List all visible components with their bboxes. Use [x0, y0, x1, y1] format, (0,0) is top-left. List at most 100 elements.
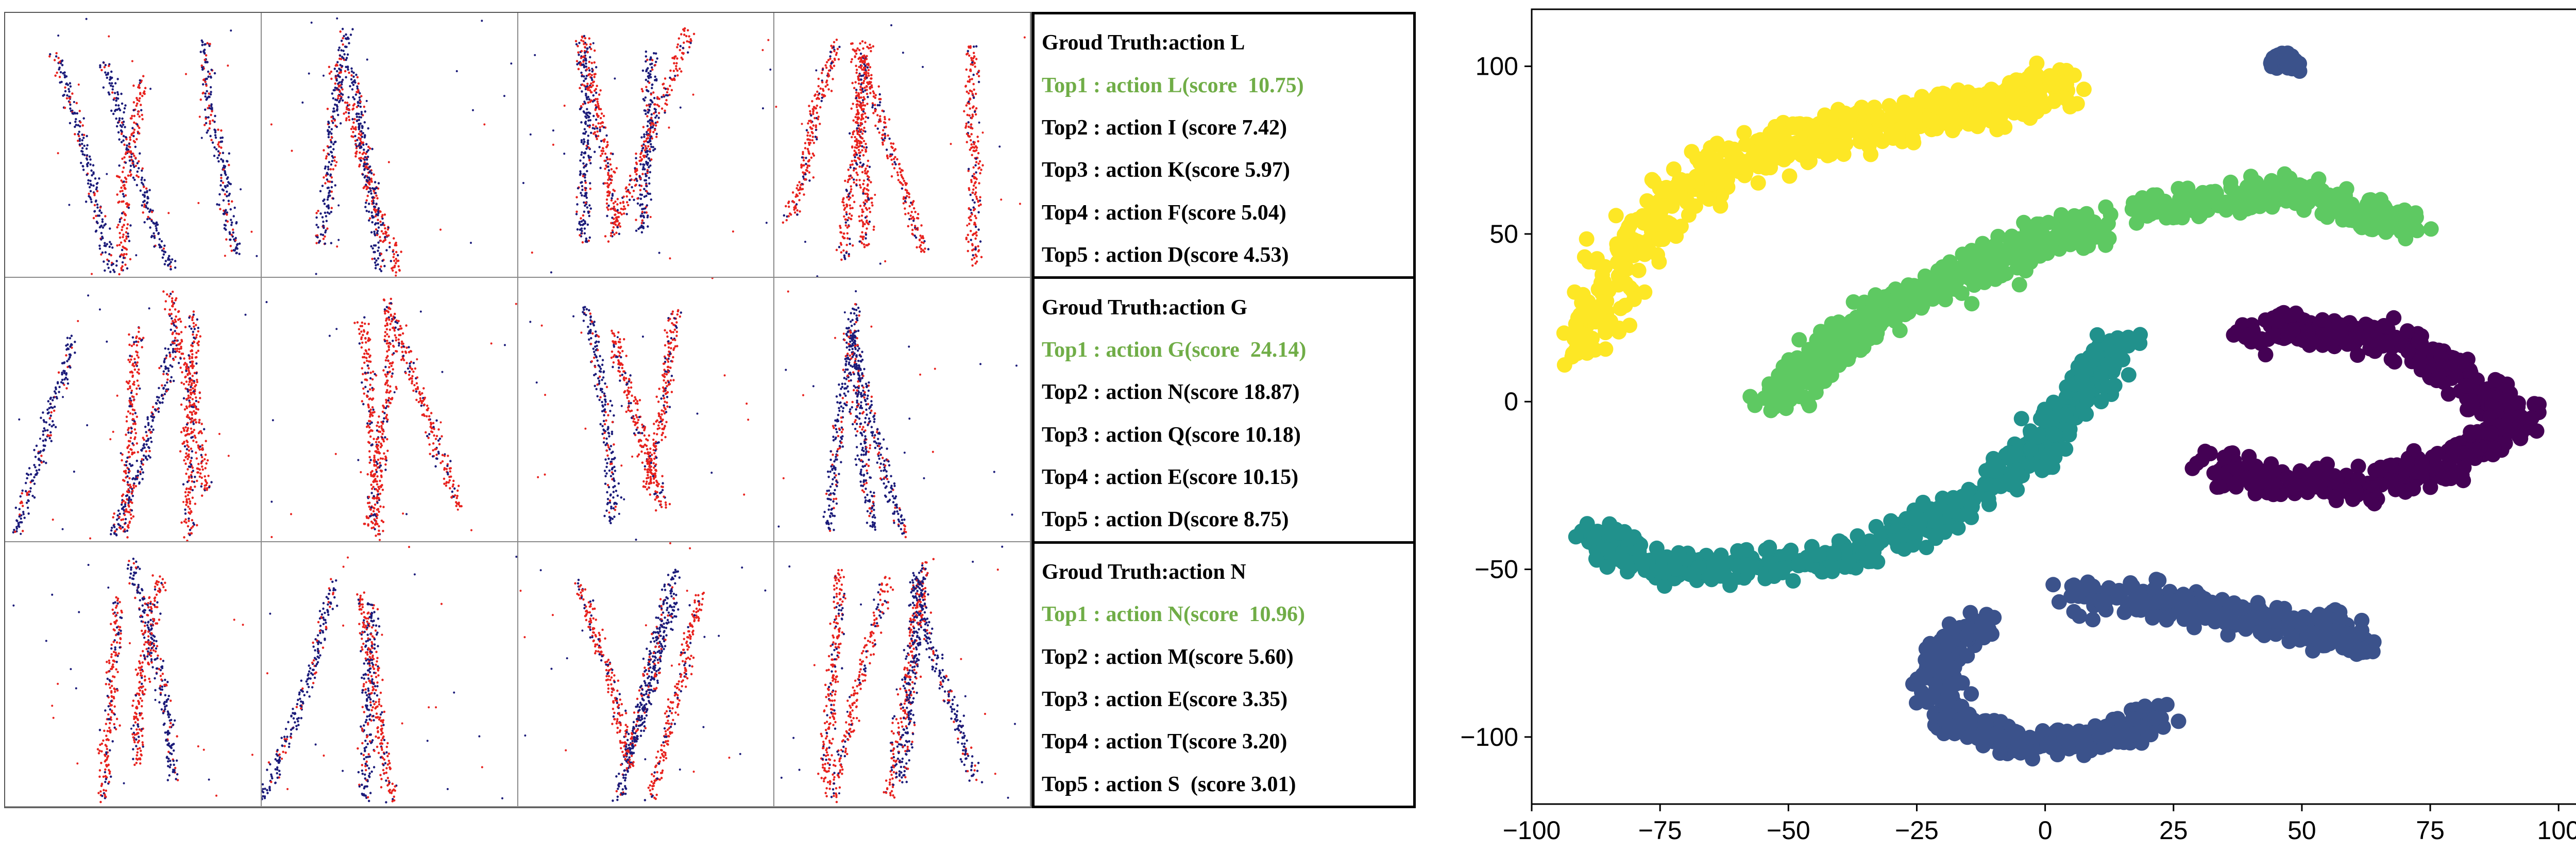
scatter-point	[2010, 738, 2026, 754]
scatter-point	[2246, 610, 2262, 626]
scatter-point	[1575, 336, 1591, 352]
scatter-point	[2022, 729, 2038, 745]
scatter-point	[2443, 468, 2458, 484]
scatter-point	[2453, 356, 2469, 372]
scatter-point	[1750, 175, 1766, 191]
event-frame	[774, 542, 1031, 807]
event-frame	[261, 277, 518, 543]
top4-label: Top4 : action E(score 10.15)	[1042, 465, 1299, 490]
scatter-point	[1579, 304, 1595, 320]
scatter-point	[1609, 236, 1625, 252]
scatter-point	[1917, 670, 1933, 686]
event-frame	[518, 542, 775, 807]
scatter-point	[2045, 577, 2061, 593]
scatter-point	[2511, 395, 2526, 411]
scatter-point	[1619, 223, 1635, 239]
scatter-point	[1921, 290, 1937, 305]
scatter-point	[1598, 341, 1614, 357]
scatter-point	[1687, 198, 1703, 214]
scatter-point	[2314, 312, 2330, 328]
scatter-point	[2350, 347, 2365, 363]
scatter-point	[2373, 202, 2389, 218]
scatter-point	[2033, 98, 2049, 114]
scatter-point	[1644, 172, 1660, 188]
scatter-point	[2422, 479, 2438, 495]
event-frame	[5, 13, 262, 278]
scatter-point	[1713, 553, 1729, 569]
y-tick-label: −100	[1460, 723, 1518, 751]
event-point-cloud	[12, 290, 247, 542]
scatter-point	[2441, 386, 2456, 402]
scatter-point	[2029, 55, 2045, 71]
prediction-box-1: Groud Truth:action L Top1 : action L(sco…	[1032, 12, 1416, 279]
scatter-point	[2340, 637, 2355, 653]
scatter-point	[1953, 110, 1969, 126]
scatter-points	[1556, 45, 2547, 767]
scatter-point	[1905, 676, 1921, 692]
scatter-point	[1599, 559, 1615, 575]
scatter-point	[2015, 106, 2031, 122]
scatter-point	[2284, 322, 2300, 338]
scatter-point	[1615, 555, 1631, 570]
scatter-point	[1789, 376, 1805, 392]
scatter-point	[2037, 402, 2053, 417]
scatter-point	[2062, 99, 2078, 114]
scatter-point	[1713, 198, 1728, 214]
scatter-point	[2487, 372, 2503, 388]
scatter-point	[1962, 605, 1978, 621]
scatter-point	[2459, 378, 2474, 394]
x-tick-label: 0	[2038, 816, 2053, 845]
scatter-point	[2328, 489, 2344, 504]
scatter-point	[1813, 324, 1828, 340]
top5-label: Top5 : action S (score 3.01)	[1042, 772, 1296, 796]
scatter-point	[1758, 160, 1774, 176]
scatter-point	[2101, 580, 2117, 596]
x-tick-label: −75	[1638, 816, 1682, 845]
event-point-cloud	[781, 545, 1016, 804]
scatter-point	[2008, 72, 2024, 88]
scatter-point	[2076, 81, 2092, 97]
scatter-point	[2054, 207, 2069, 223]
scatter-point	[2180, 604, 2195, 620]
scatter-point	[2265, 487, 2281, 503]
scatter-point	[1622, 318, 1637, 333]
scatter-point	[2156, 201, 2172, 217]
event-frame	[774, 277, 1031, 543]
scatter-point	[1942, 274, 1958, 290]
scatter-point	[2321, 636, 2337, 651]
event-point-cloud	[775, 24, 1026, 277]
scatter-point	[1791, 332, 1807, 348]
scatter-point	[1958, 96, 1974, 112]
scatter-point	[2411, 333, 2427, 349]
top4-label: Top4 : action T(score 3.20)	[1042, 730, 1287, 754]
scatter-point	[1941, 720, 1957, 735]
scatter-point	[1568, 529, 1584, 545]
scatter-point	[1936, 664, 1952, 680]
scatter-point	[1970, 119, 1986, 135]
scatter-point	[1608, 208, 1624, 224]
scatter-point	[1891, 107, 1907, 123]
scatter-point	[1575, 287, 1591, 303]
y-tick-label: 50	[1489, 220, 1518, 248]
top4-label: Top4 : action F(score 5.04)	[1042, 201, 1286, 225]
scatter-point	[2258, 347, 2274, 363]
scatter-point	[1815, 124, 1831, 140]
scatter-point	[1942, 94, 1958, 110]
scatter-point	[2035, 227, 2051, 243]
scatter-point	[2111, 331, 2127, 347]
scatter-point	[1857, 322, 1873, 338]
event-point-cloud	[519, 542, 766, 803]
scatter-point	[1875, 313, 1891, 329]
scatter-point	[2080, 218, 2096, 233]
scatter-point	[2137, 698, 2153, 714]
scatter-point	[2171, 713, 2187, 729]
event-frame	[518, 13, 775, 278]
scatter-point	[1748, 150, 1764, 166]
scatter-point	[1568, 316, 1584, 332]
scatter-point	[1577, 249, 1592, 265]
scatter-point	[1857, 308, 1873, 324]
event-point-cloud	[12, 558, 253, 804]
scatter-point	[1775, 359, 1791, 375]
scatter-point	[2376, 318, 2392, 334]
scatter-point	[2056, 730, 2072, 746]
